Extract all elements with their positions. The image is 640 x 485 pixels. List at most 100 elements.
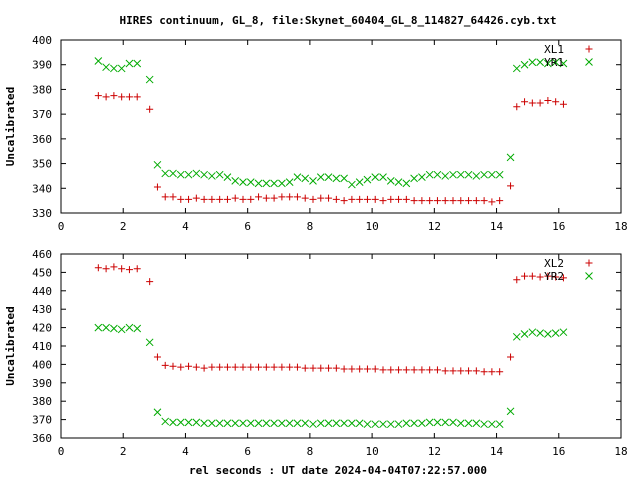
x-tick-label: 16: [552, 445, 565, 458]
data-point: [317, 364, 325, 372]
data-point: [340, 197, 348, 205]
legend-marker: [585, 58, 593, 66]
plot-frame: [60, 39, 622, 214]
y-tick-label: 390: [32, 59, 52, 72]
data-point: [402, 195, 410, 203]
data-point: [457, 367, 465, 375]
data-point: [395, 195, 403, 203]
y-tick-label: 460: [32, 248, 52, 261]
y-tick-label: 360: [32, 133, 52, 146]
series-xl2: [94, 263, 567, 376]
data-point: [309, 364, 317, 372]
data-point: [110, 263, 118, 271]
data-point: [528, 99, 536, 107]
data-point: [433, 170, 442, 179]
data-point: [102, 93, 110, 101]
data-point: [551, 329, 560, 337]
data-point: [146, 278, 154, 286]
data-point: [528, 272, 536, 280]
data-point: [216, 195, 224, 203]
data-point: [125, 266, 133, 274]
data-point: [379, 366, 387, 374]
y-tick-label: 440: [32, 285, 52, 298]
data-point: [456, 170, 465, 179]
data-point: [528, 328, 537, 337]
y-tick-label: 390: [32, 377, 52, 390]
x-tick-label: 12: [428, 445, 441, 458]
data-point: [223, 173, 232, 182]
data-point: [348, 419, 356, 428]
data-point: [449, 418, 457, 427]
data-point: [472, 197, 480, 205]
data-point: [169, 169, 177, 178]
data-point: [125, 59, 134, 68]
data-point: [102, 265, 110, 273]
data-point: [231, 419, 240, 428]
y-axis-label: Uncalibrated: [4, 87, 17, 166]
data-point: [559, 328, 568, 337]
data-point: [270, 419, 278, 428]
data-point: [552, 273, 560, 281]
data-point: [464, 419, 473, 428]
data-point: [506, 153, 515, 162]
y-tick-label: 410: [32, 340, 52, 353]
y-tick-label: 370: [32, 108, 52, 121]
data-point: [309, 177, 317, 185]
data-point: [394, 420, 403, 429]
chart-panel-1: 0 2 4 6 8 10 12 14 16 18 330 340 350 360 370 380 390 400 U…: [4, 34, 628, 233]
data-point: [118, 93, 126, 101]
data-point: [231, 194, 239, 202]
data-point: [161, 169, 170, 178]
x-tick-label: 4: [182, 445, 189, 458]
legend-label: YR2: [544, 270, 564, 283]
data-point: [480, 420, 488, 429]
data-point: [246, 178, 255, 186]
data-point: [301, 194, 309, 202]
y-tick-label: 340: [32, 182, 52, 195]
data-point: [316, 173, 325, 182]
data-point: [433, 197, 441, 205]
data-point: [395, 366, 403, 374]
data-point: [441, 418, 450, 427]
data-point: [133, 324, 142, 333]
data-point: [379, 197, 387, 205]
data-point: [386, 420, 395, 429]
data-point: [94, 264, 102, 272]
x-tick-label: 14: [490, 445, 504, 458]
data-point: [301, 174, 310, 183]
data-point: [161, 193, 169, 201]
x-tick-label: 2: [120, 220, 127, 233]
x-tick-label: 10: [365, 220, 378, 233]
data-point: [410, 419, 418, 428]
data-point: [410, 197, 418, 205]
data-point: [161, 361, 169, 369]
data-point: [449, 367, 457, 375]
data-point: [146, 105, 154, 113]
data-point: [293, 193, 301, 201]
data-point: [387, 366, 395, 374]
data-point: [286, 363, 294, 371]
data-point: [94, 92, 102, 100]
x-tick-label: 6: [244, 445, 251, 458]
data-point: [285, 419, 294, 428]
data-point: [544, 330, 552, 338]
data-point: [184, 418, 193, 427]
data-point: [536, 99, 544, 107]
x-tick-label: 2: [120, 445, 127, 458]
chart-title: HIRES continuum, GL_8, file:Skynet_60404…: [119, 14, 556, 27]
data-point: [184, 170, 193, 179]
data-point: [200, 419, 208, 428]
data-point: [254, 419, 263, 428]
data-point: [456, 419, 465, 428]
data-point: [301, 419, 310, 428]
data-point: [286, 193, 294, 201]
data-point: [386, 177, 395, 185]
data-point: [348, 365, 356, 373]
data-point: [332, 419, 341, 428]
data-point: [223, 195, 231, 203]
data-point: [270, 179, 278, 188]
data-point: [488, 368, 496, 376]
y-tick-label: 330: [32, 207, 52, 220]
data-point: [278, 363, 286, 371]
